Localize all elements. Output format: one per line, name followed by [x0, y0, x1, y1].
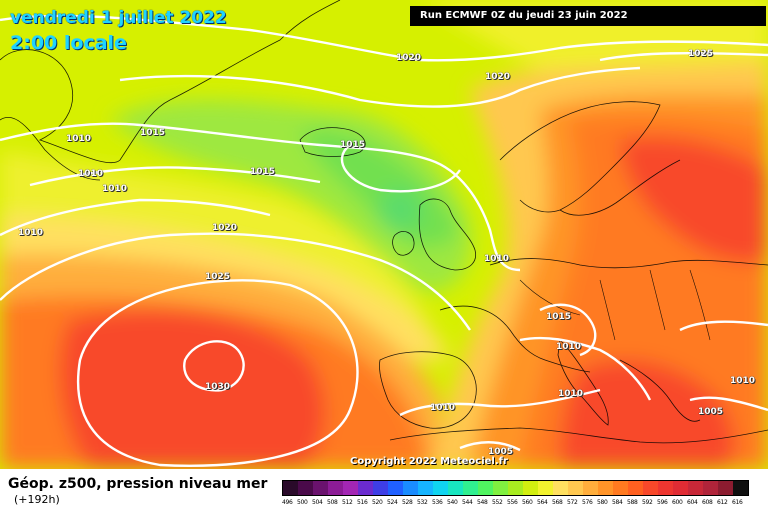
scale-swatch: [673, 481, 688, 495]
scale-tick-label: 496: [282, 499, 293, 506]
weather-map: vendredi 1 juillet 2022 2:00 locale Run …: [0, 0, 768, 469]
scale-tick-label: 528: [402, 499, 413, 506]
isobar-label: 1020: [212, 223, 238, 233]
isobar-label: 1005: [488, 447, 514, 457]
scale-tick-label: 616: [732, 499, 743, 506]
scale-tick-label: 532: [417, 499, 428, 506]
scale-swatch: [703, 481, 718, 495]
field-title: Géop. z500, pression niveau mer: [8, 476, 268, 492]
scale-tick-label: 512: [342, 499, 353, 506]
coastlines: [0, 0, 768, 444]
isobar-label: 1010: [556, 342, 582, 352]
isobar-label: 1010: [78, 169, 104, 179]
isobar-label: 1010: [102, 184, 128, 194]
scale-swatch: [643, 481, 658, 495]
isobar-label: 1015: [140, 128, 166, 138]
isobar-label: 1025: [205, 272, 231, 282]
forecast-time: 2:00 locale: [10, 32, 127, 54]
scale-tick-label: 552: [492, 499, 503, 506]
scale-swatch: [493, 481, 508, 495]
scale-tick-label: 572: [567, 499, 578, 506]
scale-tick-label: 604: [687, 499, 698, 506]
scale-tick-label: 592: [642, 499, 653, 506]
geopotential-field: [0, 0, 768, 469]
scale-tick-label: 520: [372, 499, 383, 506]
isobar-label: 1010: [430, 403, 456, 413]
scale-swatch: [358, 481, 373, 495]
scale-tick-label: 596: [657, 499, 668, 506]
scale-swatch: [448, 481, 463, 495]
isobar-label: 1015: [546, 312, 572, 322]
scale-tick-label: 548: [477, 499, 488, 506]
scale-swatch: [298, 481, 313, 495]
color-scale: [282, 480, 749, 496]
scale-swatch: [508, 481, 523, 495]
scale-swatch: [658, 481, 673, 495]
legend-footer: Géop. z500, pression niveau mer (+192h) …: [0, 469, 768, 512]
isobar-label: 1020: [485, 72, 511, 82]
scale-swatch: [688, 481, 703, 495]
scale-tick-label: 576: [582, 499, 593, 506]
isobar-label: 1030: [205, 382, 231, 392]
isobar-label: 1010: [558, 389, 584, 399]
isobar-label: 1010: [730, 376, 756, 386]
scale-swatch: [388, 481, 403, 495]
scale-swatch: [598, 481, 613, 495]
scale-swatch: [628, 481, 643, 495]
forecast-date: vendredi 1 juillet 2022: [10, 8, 227, 28]
scale-tick-label: 612: [717, 499, 728, 506]
scale-swatch: [523, 481, 538, 495]
scale-swatch: [433, 481, 448, 495]
scale-tick-label: 544: [462, 499, 473, 506]
isobar-label: 1015: [250, 167, 276, 177]
scale-swatch: [328, 481, 343, 495]
scale-tick-label: 584: [612, 499, 623, 506]
scale-swatch: [553, 481, 568, 495]
scale-tick-label: 524: [387, 499, 398, 506]
scale-tick-label: 568: [552, 499, 563, 506]
model-run-info: Run ECMWF 0Z du jeudi 23 juin 2022: [410, 6, 766, 26]
scale-tick-label: 600: [672, 499, 683, 506]
isobar-label: 1015: [340, 140, 366, 150]
copyright-notice: Copyright 2022 Meteociel.fr: [350, 456, 508, 467]
scale-tick-label: 504: [312, 499, 323, 506]
isobar-label: 1020: [396, 53, 422, 63]
scale-tick-label: 540: [447, 499, 458, 506]
scale-tick-label: 536: [432, 499, 443, 506]
scale-swatch: [568, 481, 583, 495]
scale-swatch: [463, 481, 478, 495]
scale-swatch: [283, 481, 298, 495]
isobar-label: 1010: [18, 228, 44, 238]
scale-tick-label: 556: [507, 499, 518, 506]
scale-tick-label: 608: [702, 499, 713, 506]
isobar-label: 1005: [698, 407, 724, 417]
scale-swatch: [418, 481, 433, 495]
scale-swatch: [478, 481, 493, 495]
scale-tick-label: 500: [297, 499, 308, 506]
isobar-label: 1010: [484, 254, 510, 264]
scale-swatch: [403, 481, 418, 495]
scale-tick-label: 580: [597, 499, 608, 506]
scale-swatch: [313, 481, 328, 495]
scale-tick-label: 560: [522, 499, 533, 506]
scale-swatch: [343, 481, 358, 495]
isobars: [0, 14, 768, 468]
scale-swatch: [718, 481, 733, 495]
scale-swatch: [613, 481, 628, 495]
scale-swatch: [583, 481, 598, 495]
scale-tick-label: 588: [627, 499, 638, 506]
color-scale-labels: 496 500 504 508 512 516 520 524 528 532 536 540 544 5…: [282, 499, 747, 506]
lead-time: (+192h): [14, 493, 60, 506]
scale-tick-label: 516: [357, 499, 368, 506]
isobar-label: 1025: [688, 49, 714, 59]
scale-tick-label: 564: [537, 499, 548, 506]
isobar-label: 1010: [66, 134, 92, 144]
scale-swatch: [373, 481, 388, 495]
scale-swatch: [538, 481, 553, 495]
scale-tick-label: 508: [327, 499, 338, 506]
scale-swatch: [733, 481, 748, 495]
